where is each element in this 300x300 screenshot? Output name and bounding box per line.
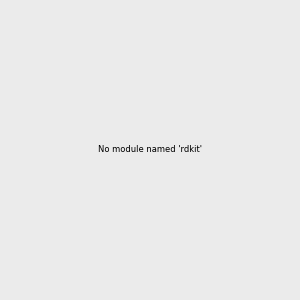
Text: No module named 'rdkit': No module named 'rdkit' (98, 146, 202, 154)
